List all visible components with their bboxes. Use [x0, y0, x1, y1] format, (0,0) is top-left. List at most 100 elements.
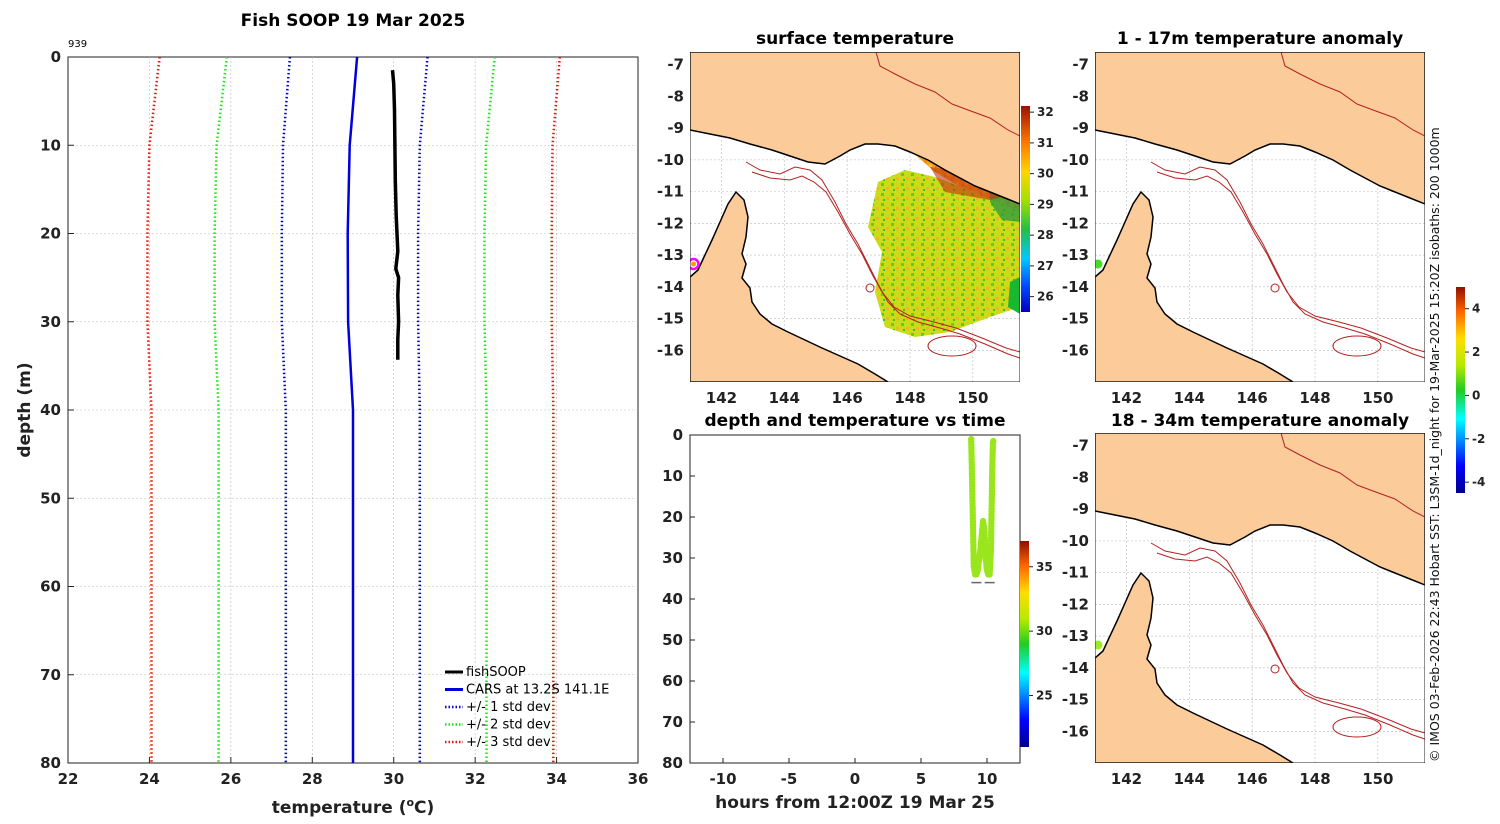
map-x-tick-label: 144: [1174, 389, 1205, 407]
time-series-x-tick-label: 0: [850, 770, 860, 788]
profile-y-tick-label: 50: [40, 489, 61, 507]
sst-colorbar-label: 26: [1037, 290, 1054, 304]
profile-title: Fish SOOP 19 Mar 2025: [241, 11, 466, 31]
map-x-tick-label: 146: [831, 389, 862, 407]
legend-label-0: fishSOOP: [466, 665, 526, 680]
time-series-y-tick-label: 10: [662, 467, 683, 485]
profile-x-axis-label: temperature (oC): [272, 796, 435, 818]
land-cape-york: [1095, 571, 1295, 763]
profile-xlabel-end: C): [414, 798, 434, 818]
map-y-tick-label: -12: [657, 214, 684, 232]
time-series-tick-labels: -10 -5 0 5 10 0 10 20 30 40 50 60 70 80: [662, 426, 997, 788]
profile-xlabel-sup: o: [406, 796, 414, 809]
profile-legend: fishSOOP CARS at 13.2S 141.1E +/- 1 std de…: [445, 665, 609, 750]
map-y-tick-label: -14: [1062, 659, 1089, 677]
map-y-tick-label: -9: [667, 119, 684, 137]
reef-outline-small: [1270, 664, 1280, 674]
sst-map-frame: [690, 52, 1020, 382]
time-series-x-axis-label: hours from 12:00Z 19 Mar 25: [715, 793, 995, 813]
map-x-tick-label: 142: [706, 389, 737, 407]
sst-map-marker-center: [691, 261, 696, 267]
map-y-tick-label: -10: [1062, 151, 1089, 169]
profile-series-line-1: [346, 56, 359, 763]
legend-label-1: CARS at 13.2S 141.1E: [466, 683, 609, 698]
time-series-x-tick-label: 5: [916, 770, 926, 788]
time-series-x-tick-label: -10: [709, 770, 736, 788]
isobath-1000m: [1156, 552, 1425, 734]
time-series-colorbar-label: 25: [1036, 689, 1053, 703]
isobath-1000m: [1156, 171, 1425, 353]
time-series-colorbar-label: 30: [1036, 624, 1053, 638]
map-x-tick-label: 144: [769, 389, 800, 407]
land-cape-york: [1095, 190, 1295, 382]
map-y-tick-label: -8: [1072, 468, 1089, 486]
anomaly-deep-land: [1095, 433, 1425, 763]
sst-field-green-edge: [1008, 277, 1020, 314]
anomaly-colorbar-label: 2: [1472, 345, 1480, 359]
time-series-y-tick-label: 30: [662, 549, 683, 567]
land-new-guinea: [1095, 52, 1425, 205]
profile-y-tick-label: 0: [51, 48, 61, 66]
map-x-tick-label: 150: [957, 389, 988, 407]
map-y-tick-label: -16: [1062, 722, 1089, 740]
profile-y-tick-label: 30: [40, 313, 61, 331]
reef-outline-small: [865, 283, 875, 293]
anomaly-deep-panel: 18 - 34m temperature anomaly 142 144 146 14…: [1062, 411, 1425, 788]
map-x-tick-label: 148: [1299, 770, 1330, 788]
sst-colorbar-labels: 26 27 28 29 30 31 32: [1030, 105, 1054, 304]
time-series-x-tick-label: -5: [781, 770, 798, 788]
profile-x-tick-label: 32: [465, 770, 486, 788]
profile-series-line-7: [550, 56, 562, 763]
map-x-tick-label: 146: [1236, 389, 1267, 407]
map-y-tick-label: -15: [1062, 691, 1089, 709]
profile-series-line-3: [416, 56, 429, 763]
time-series-y-tick-label: 50: [662, 631, 683, 649]
sst-colorbar-label: 31: [1037, 136, 1054, 150]
isobath-200m: [1150, 542, 1425, 740]
sst-colorbar-label: 32: [1037, 105, 1054, 119]
profile-x-tick-label: 26: [220, 770, 241, 788]
sst-map-title: surface temperature: [756, 29, 954, 49]
legend-label-2: +/- 1 std dev: [466, 700, 551, 715]
land-cape-york: [690, 190, 890, 382]
anomaly-colorbar-label: 4: [1472, 302, 1480, 316]
anomaly-deep-title: 18 - 34m temperature anomaly: [1111, 411, 1409, 431]
map-y-tick-label: -16: [1062, 341, 1089, 359]
map-x-tick-label: 142: [1111, 770, 1142, 788]
map-y-tick-label: -13: [657, 246, 684, 264]
map-x-tick-label: 144: [1174, 770, 1205, 788]
map-y-tick-label: -8: [1072, 87, 1089, 105]
anomaly-shallow-frame: [1095, 52, 1425, 382]
anomaly-colorbar-labels: 4 2 0 -2 -4: [1465, 302, 1485, 489]
anomaly-colorbar: [1456, 287, 1465, 493]
sst-colorbar-label: 27: [1037, 259, 1054, 273]
profile-x-tick-label: 30: [383, 770, 404, 788]
map-y-tick-label: -7: [1072, 56, 1089, 74]
land-new-guinea: [1095, 433, 1425, 586]
time-series-colorbar-labels: 35 30 25: [1029, 560, 1053, 703]
profile-xlabel-main: temperature (: [272, 798, 407, 818]
isobath-north: [1280, 433, 1425, 518]
profile-y-tick-label: 80: [40, 754, 61, 772]
sst-map-panel: surface temperature 142 144 146 148 150 -7 -8 -…: [657, 29, 1054, 407]
profile-y-tick-label: 10: [40, 136, 61, 154]
time-series-y-tick-label: 40: [662, 590, 683, 608]
map-y-tick-label: -10: [657, 151, 684, 169]
time-series-x-tick-label: 10: [977, 770, 998, 788]
profile-x-tick-label: 34: [546, 770, 567, 788]
map-y-tick-label: -12: [1062, 214, 1089, 232]
profile-series-line-6: [146, 56, 161, 763]
time-series-colorbar-label: 35: [1036, 560, 1053, 574]
sst-colorbar-label: 29: [1037, 197, 1054, 211]
profile-y-tick-label: 60: [40, 578, 61, 596]
profile-x-tick-label: 28: [302, 770, 323, 788]
map-x-tick-label: 150: [1362, 770, 1393, 788]
legend-label-4: +/- 2 std dev: [466, 718, 551, 733]
time-series-y-tick-label: 70: [662, 713, 683, 731]
sst-field-south: [868, 170, 1020, 337]
time-series-point: [990, 437, 997, 445]
profile-x-tick-label: 22: [58, 770, 79, 788]
profile-series-group: [146, 56, 562, 763]
profile-x-tick-labels: 22 24 26 28 30 32 34 36: [58, 770, 649, 788]
anomaly-colorbar-label: 0: [1472, 388, 1480, 402]
